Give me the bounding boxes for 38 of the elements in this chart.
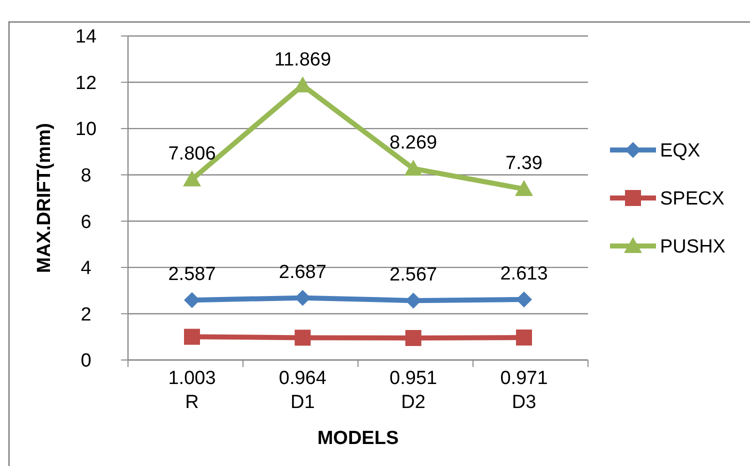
x-axis-title: MODELS — [317, 428, 399, 449]
legend-label: SPECX — [660, 188, 725, 210]
y-tick-label: 6 — [80, 212, 92, 233]
data-label: 1.003 — [168, 368, 216, 389]
data-label: 11.869 — [274, 49, 332, 70]
x-tick-label: D3 — [512, 392, 536, 413]
point — [184, 292, 200, 308]
y-tick-label: 0 — [80, 350, 92, 372]
y-tick-label: 8 — [80, 166, 92, 187]
point — [516, 330, 532, 346]
y-tick-label: 2 — [80, 304, 92, 326]
data-label: 0.951 — [390, 368, 438, 389]
data-label: 2.567 — [390, 264, 438, 286]
x-tick-label: D1 — [290, 392, 315, 413]
point — [516, 292, 532, 308]
data-label: 8.269 — [390, 132, 438, 154]
data-label: 0.971 — [500, 368, 548, 389]
point — [405, 330, 422, 346]
legend-label: EQX — [660, 140, 700, 162]
point — [294, 330, 311, 346]
y-axis-title: MAX.DRIFT(mm) — [34, 123, 55, 273]
point — [515, 180, 533, 196]
data-label: 2.613 — [500, 264, 548, 285]
data-label: 7.806 — [168, 143, 216, 164]
data-label: 0.964 — [278, 368, 327, 389]
y-tick-label: 14 — [75, 26, 97, 48]
data-label: 2.687 — [278, 262, 326, 283]
x-tick-label: R — [185, 392, 199, 413]
legend-label: PUSHX — [660, 236, 726, 258]
data-label: 7.39 — [506, 152, 542, 174]
point — [183, 170, 201, 186]
x-tick-label: D2 — [401, 392, 426, 413]
point — [184, 328, 200, 345]
y-tick-label: 4 — [80, 258, 92, 280]
y-tick-label: 12 — [75, 72, 97, 94]
data-label: 2.587 — [168, 264, 216, 286]
point — [404, 160, 422, 176]
y-tick-label: 10 — [75, 119, 97, 140]
